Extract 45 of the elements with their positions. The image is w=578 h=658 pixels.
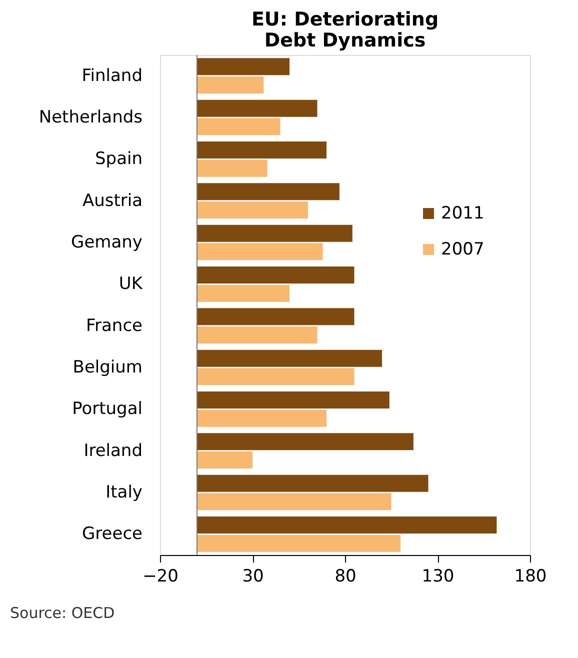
legend-label: 2007 bbox=[441, 240, 484, 260]
bar bbox=[197, 534, 400, 552]
x-tick-label: 130 bbox=[422, 566, 454, 586]
y-tick-label: Spain bbox=[95, 149, 142, 170]
bar bbox=[197, 160, 268, 177]
source-note: Source: OECD bbox=[10, 604, 115, 622]
x-tick-label: 80 bbox=[334, 566, 356, 586]
x-tick-label: 30 bbox=[242, 566, 264, 586]
bar bbox=[197, 224, 352, 242]
bar bbox=[197, 392, 390, 408]
bar bbox=[197, 493, 392, 510]
y-tick-label: Austria bbox=[82, 190, 142, 211]
bar bbox=[197, 58, 290, 76]
bar bbox=[197, 452, 252, 468]
y-tick-label: Finland bbox=[82, 66, 142, 86]
bar bbox=[197, 308, 354, 326]
y-tick-label: Belgium bbox=[72, 358, 142, 378]
bar bbox=[197, 516, 497, 534]
y-tick-label: UK bbox=[118, 274, 144, 294]
y-tick-label: France bbox=[86, 316, 142, 336]
bar bbox=[197, 433, 414, 450]
bar bbox=[197, 202, 308, 218]
bar bbox=[197, 474, 428, 492]
y-tick-label: Greece bbox=[82, 524, 142, 544]
bar bbox=[197, 410, 326, 427]
bar bbox=[197, 243, 323, 260]
y-tick-label: Gemany bbox=[71, 232, 142, 252]
y-tick-label: Ireland bbox=[84, 440, 142, 461]
y-tick-label: Portugal bbox=[72, 399, 142, 420]
bar bbox=[197, 118, 280, 136]
bar bbox=[197, 76, 264, 94]
chart-title: EU: Deteriorating Debt Dynamics bbox=[251, 8, 439, 52]
bar bbox=[197, 326, 318, 344]
bar bbox=[197, 183, 340, 200]
x-tick-label: −20 bbox=[142, 566, 178, 586]
bar bbox=[197, 350, 382, 367]
bar bbox=[197, 284, 290, 302]
legend-label: 2011 bbox=[441, 204, 484, 224]
bar bbox=[197, 142, 326, 158]
bar bbox=[197, 100, 318, 117]
bar bbox=[197, 368, 354, 386]
x-tick-label: 180 bbox=[514, 566, 547, 586]
bar bbox=[197, 266, 354, 284]
y-tick-label: Netherlands bbox=[38, 108, 143, 128]
y-tick-label: Italy bbox=[106, 482, 142, 502]
